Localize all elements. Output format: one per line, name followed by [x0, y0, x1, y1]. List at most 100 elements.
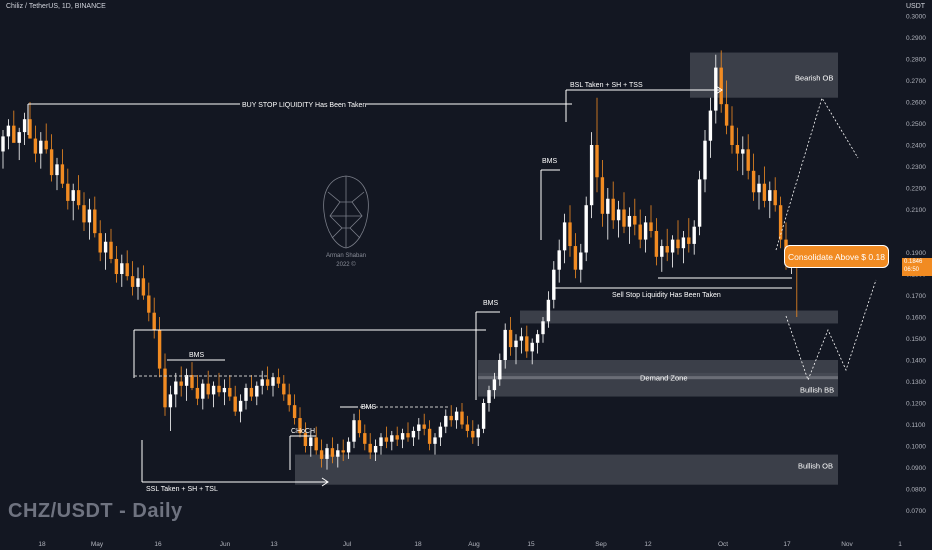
x-tick-label: 1	[898, 541, 902, 548]
x-tick-label: Oct	[718, 541, 728, 548]
watermark-title: CHZ/USDT - Daily	[8, 500, 183, 522]
candle-body	[282, 383, 286, 395]
candle-body	[152, 312, 156, 330]
x-tick-label: 12	[644, 541, 652, 548]
candle-body	[184, 375, 189, 386]
candle-body	[514, 340, 518, 348]
y-tick-label: 0.0900	[906, 465, 926, 472]
candle-body	[373, 446, 378, 453]
candle-body	[649, 222, 653, 231]
choch-label: CHoCH	[291, 428, 315, 435]
candle-body	[498, 360, 502, 380]
x-tick-label: 18	[414, 541, 422, 548]
candle-body	[60, 164, 65, 184]
candle-body	[228, 387, 232, 397]
candle-body	[471, 430, 475, 438]
brain-logo-icon	[323, 175, 369, 249]
candle-body	[336, 450, 340, 457]
candle-body	[168, 394, 173, 408]
candle-body	[298, 418, 302, 434]
candle-body	[687, 237, 691, 244]
candle-body	[638, 224, 642, 240]
candle-body	[271, 377, 275, 386]
candle-body	[773, 190, 777, 206]
candle-body	[379, 437, 383, 446]
candle-body	[287, 394, 291, 406]
candle-body	[357, 420, 362, 434]
bms-lower-label: BMS	[361, 404, 377, 411]
x-tick-label: 18	[38, 541, 46, 548]
y-tick-label: 0.2700	[906, 78, 926, 85]
candle-body	[33, 138, 38, 154]
demand-zone-divider	[478, 376, 838, 380]
candle-body	[303, 433, 308, 446]
candle-body	[417, 424, 421, 431]
candle-body	[98, 233, 102, 253]
candle-body	[12, 125, 16, 143]
zone-unnamed	[520, 310, 838, 324]
consolidate-callout: Consolidate Above $ 0.18	[784, 245, 889, 268]
candle-body	[714, 67, 718, 111]
candle-body	[627, 215, 632, 227]
y-tick-label: 0.1500	[906, 336, 926, 343]
candle-body	[255, 385, 259, 397]
candle-body	[190, 375, 194, 388]
y-tick-label: 0.1700	[906, 293, 926, 300]
y-tick-label: 0.1200	[906, 401, 926, 408]
candle-body	[465, 424, 470, 431]
candle-body	[573, 246, 578, 270]
x-tick-label: 17	[783, 541, 791, 548]
candle-body	[82, 205, 86, 223]
candle-body	[319, 450, 324, 459]
candle-body	[325, 448, 329, 459]
candle-body	[368, 443, 372, 453]
bms-upper-label: BMS	[542, 158, 558, 165]
logo-year: 2022 ©	[336, 262, 356, 268]
sell-stop-label: Sell Stop Liquidity Has Been Taken	[612, 292, 721, 299]
x-tick-label: Nov	[841, 541, 853, 548]
candle-body	[595, 145, 599, 178]
candle-body	[6, 125, 11, 137]
x-tick-label: 13	[270, 541, 278, 548]
candle-body	[503, 329, 507, 360]
candle-body	[768, 190, 772, 201]
y-tick-label: 0.3000	[906, 14, 926, 21]
candle-body	[708, 110, 713, 141]
candle-body	[292, 405, 297, 419]
x-tick-label: Jul	[343, 541, 352, 548]
candle-body	[606, 198, 610, 214]
candle-body	[622, 209, 626, 227]
candle-body	[508, 329, 513, 348]
ssl-arrow-icon	[321, 477, 329, 487]
candle-body	[454, 411, 459, 421]
y-tick-label: 0.2100	[906, 207, 926, 214]
candle-body	[735, 145, 740, 154]
candle-body	[76, 190, 81, 206]
candle-body	[633, 215, 637, 225]
candle-body	[17, 132, 21, 143]
candle-body	[643, 222, 648, 240]
candle-body	[222, 387, 227, 393]
candle-body	[314, 437, 318, 451]
bearish-ob-label: Bearish OB	[795, 74, 833, 83]
x-tick-label: May	[91, 541, 104, 548]
candle-body	[492, 379, 497, 391]
buy-stop-label: BUY STOP LIQUIDITY Has Been Taken	[242, 102, 366, 109]
candle-body	[363, 433, 367, 444]
candle-body	[136, 278, 140, 287]
candle-body	[433, 437, 437, 444]
candle-body	[476, 428, 480, 438]
projection-up-path	[775, 97, 859, 251]
y-tick-label: 0.2400	[906, 143, 926, 150]
ssl-label: SSL Taken + SH + TSL	[146, 486, 218, 493]
candle-body	[692, 226, 696, 244]
candle-body	[346, 441, 351, 453]
candle-body	[546, 299, 551, 322]
candle-body	[584, 205, 588, 253]
candle-body	[427, 428, 432, 444]
y-tick-label: 0.2900	[906, 35, 926, 42]
candle-body	[141, 278, 146, 296]
symbol-header: Chiliz / TetherUS, 1D, BINANCE	[6, 3, 106, 10]
candle-body	[703, 140, 707, 180]
